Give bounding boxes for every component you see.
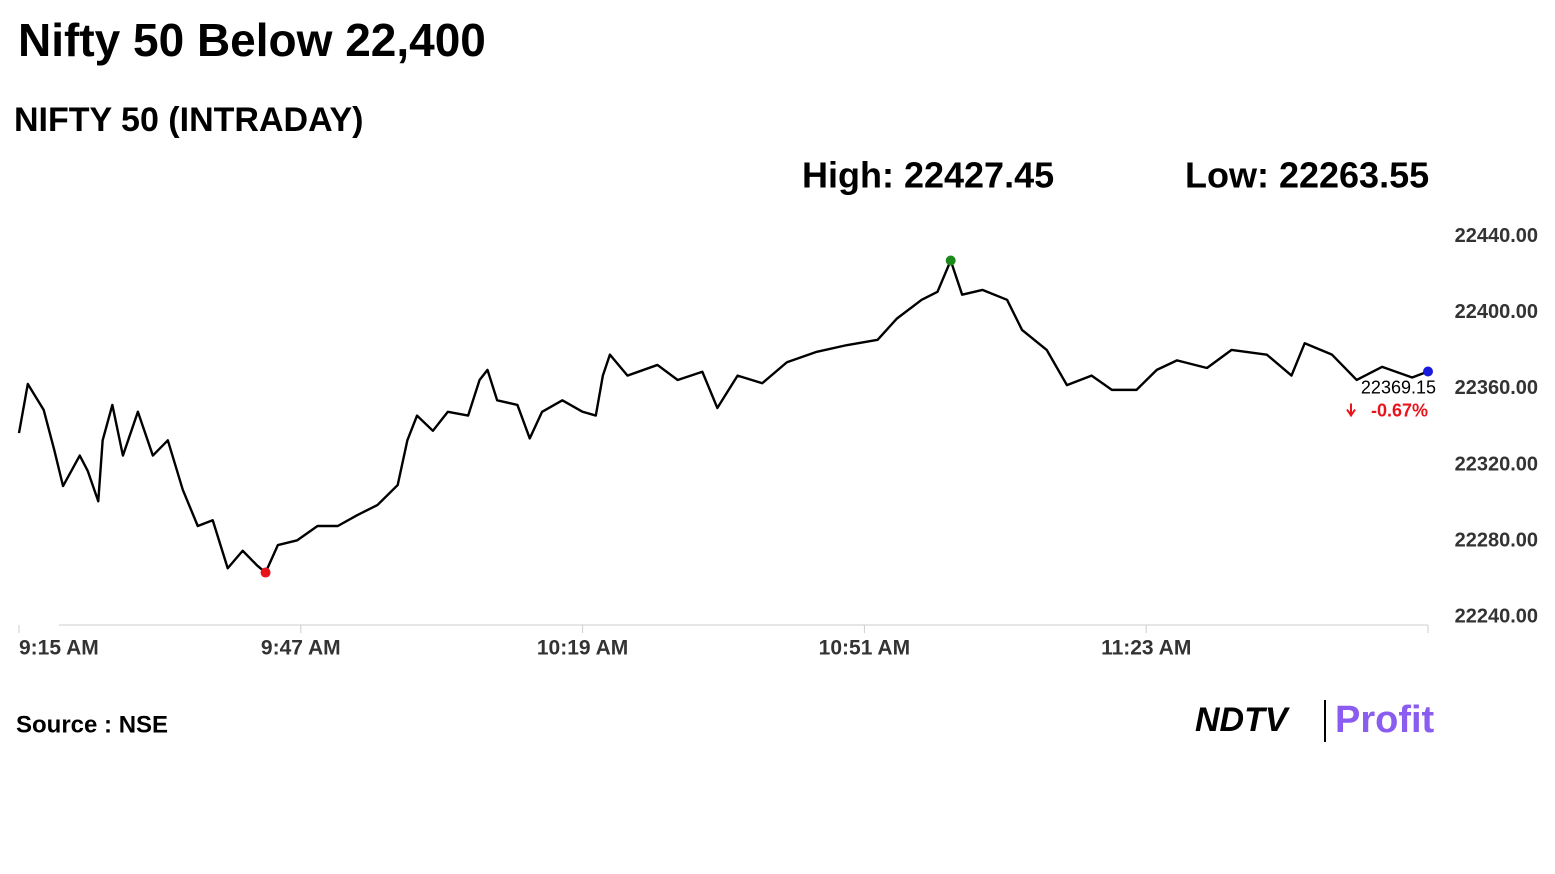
down-arrow <box>1346 403 1356 418</box>
y-tick-label: 22400.00 <box>1455 301 1538 323</box>
low-label: Low: 22263.55 <box>1185 155 1429 196</box>
y-tick-label: 22320.00 <box>1455 453 1538 475</box>
line <box>17 259 1429 574</box>
high-marker <box>945 255 956 266</box>
last-marker <box>1423 366 1433 377</box>
logo-left: NDTV <box>1195 701 1291 739</box>
source: Source : NSE <box>16 711 168 738</box>
x-tick-label: 9:15 AM <box>19 637 99 660</box>
y-tick-label: 22360.00 <box>1455 377 1538 399</box>
last-value-label: 22369.15 <box>1361 377 1436 397</box>
x-tick-label: 10:51 AM <box>819 637 910 660</box>
change-label: -0.67% <box>1371 400 1428 420</box>
chart-subtitle: NIFTY 50 (INTRADAY) <box>14 101 364 139</box>
y-tick-label: 22280.00 <box>1455 530 1538 552</box>
logo-right: Profit <box>1335 699 1435 741</box>
high-label: High: 22427.45 <box>802 155 1054 196</box>
x-tick-label: 10:19 AM <box>537 637 628 660</box>
low-marker <box>260 567 271 578</box>
x-tick-label: 9:47 AM <box>261 637 341 660</box>
y-tick-label: 22240.00 <box>1455 606 1538 628</box>
x-tick-label: 11:23 AM <box>1101 637 1191 660</box>
chart-title: Nifty 50 Below 22,400 <box>18 14 486 66</box>
y-tick-label: 22440.00 <box>1455 225 1538 247</box>
